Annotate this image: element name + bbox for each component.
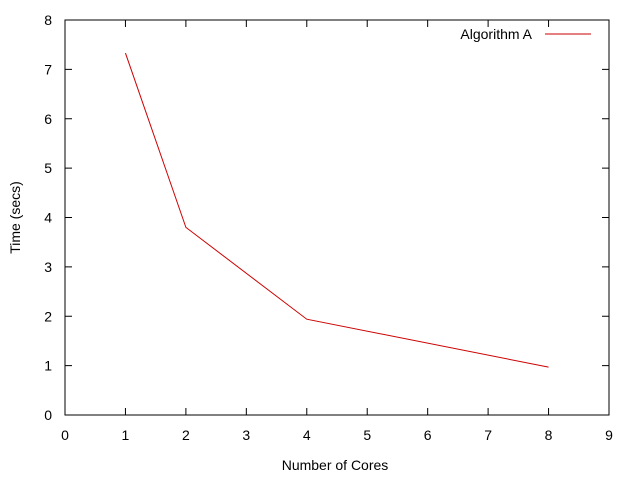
x-tick-label: 3	[242, 427, 250, 443]
x-tick-label: 9	[605, 427, 613, 443]
y-tick-label: 3	[44, 259, 52, 275]
x-tick-label: 1	[122, 427, 130, 443]
y-tick-label: 0	[44, 407, 52, 423]
series-layer	[124, 52, 549, 368]
x-tick-label: 7	[484, 427, 492, 443]
x-tick-label: 8	[545, 427, 553, 443]
y-axis-label: Time (secs)	[7, 181, 23, 254]
y-tick-label: 7	[44, 61, 52, 77]
x-tick-label: 0	[61, 427, 69, 443]
plot-frame	[64, 19, 610, 416]
y-tick-label: 8	[44, 12, 52, 28]
ticks-layer: 0 1 2 3 4 5 6 7 8 9 0 1 2 3 4 5 6 7 8	[44, 12, 613, 443]
x-tick-label: 5	[363, 427, 371, 443]
y-tick-label: 6	[44, 111, 52, 127]
y-tick-label: 2	[44, 308, 52, 324]
x-tick-label: 2	[182, 427, 190, 443]
y-tick-label: 1	[44, 358, 52, 374]
series-line-1	[124, 52, 549, 368]
legend-label: Algorithm A	[460, 26, 532, 42]
x-tick-label: 4	[303, 427, 311, 443]
x-axis-label: Number of Cores	[282, 457, 389, 473]
y-tick-label: 4	[44, 210, 52, 226]
y-tick-label: 5	[44, 160, 52, 176]
legend: Algorithm A	[460, 26, 591, 42]
x-tick-label: 6	[424, 427, 432, 443]
